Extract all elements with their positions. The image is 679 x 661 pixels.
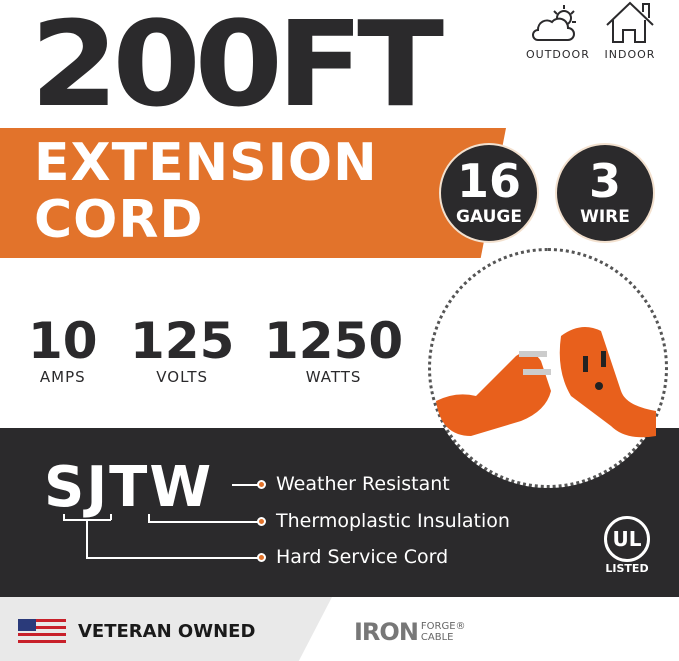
connector-line xyxy=(86,520,88,558)
gauge-badge: 16 GAUGE xyxy=(439,143,539,243)
brand-sub2: CABLE xyxy=(420,632,454,643)
feature-weather: Weather Resistant xyxy=(276,473,450,495)
connector-line xyxy=(110,514,112,520)
volts-label: VOLTS xyxy=(156,368,209,386)
watts-label: WATTS xyxy=(305,368,362,386)
footer: VETERAN OWNED IRON FORGE® CABLE xyxy=(0,597,679,661)
connector-line xyxy=(148,521,260,523)
veteran-owned-text: VETERAN OWNED xyxy=(78,621,256,642)
plug-photo xyxy=(428,248,668,488)
subtitle-line1: EXTENSION xyxy=(34,133,378,193)
connector-line xyxy=(148,514,150,522)
amps-label: AMPS xyxy=(39,368,86,386)
us-flag-icon xyxy=(18,619,66,643)
bullet-dot xyxy=(257,480,266,489)
subtitle-line2: CORD xyxy=(34,190,204,250)
spec-watts: 1250 WATTS xyxy=(264,314,403,386)
ul-listed-label: LISTED xyxy=(605,562,649,575)
subtitle-band xyxy=(0,128,506,258)
connector-line xyxy=(63,514,65,520)
bullet-dot xyxy=(257,553,266,562)
brand-sub1: FORGE xyxy=(420,621,456,632)
feature-insulation: Thermoplastic Insulation xyxy=(276,510,510,532)
plug-image xyxy=(436,327,656,438)
house-icon xyxy=(606,1,654,43)
feature-hard-service: Hard Service Cord xyxy=(276,546,449,568)
spec-amps: 10 AMPS xyxy=(28,314,98,386)
connector-line xyxy=(232,484,260,486)
brand-name: IRON xyxy=(354,618,419,646)
outdoor-badge: OUTDOOR xyxy=(526,4,590,61)
gauge-label: GAUGE xyxy=(456,207,522,227)
rating-code: SJTW xyxy=(44,455,214,520)
indoor-badge: INDOOR xyxy=(600,0,660,61)
page-title: 200FT xyxy=(30,0,444,133)
ul-listed-logo: UL LISTED xyxy=(602,516,652,575)
wire-value: 3 xyxy=(588,154,621,208)
cloud-sun-icon xyxy=(532,5,576,41)
wire-label: WIRE xyxy=(580,207,630,227)
watts-value: 1250 xyxy=(264,312,404,370)
spec-volts: 125 VOLTS xyxy=(130,314,234,386)
amps-value: 10 xyxy=(28,312,98,370)
ul-logo: UL xyxy=(604,516,650,562)
volts-value: 125 xyxy=(130,312,235,370)
gauge-value: 16 xyxy=(456,154,521,208)
bullet-dot xyxy=(257,517,266,526)
wire-badge: 3 WIRE xyxy=(555,143,655,243)
connector-line xyxy=(86,557,260,559)
outdoor-label: OUTDOOR xyxy=(526,48,590,61)
brand-sub: FORGE® CABLE xyxy=(420,621,466,643)
brand-logo: IRON FORGE® CABLE xyxy=(354,618,466,646)
indoor-label: INDOOR xyxy=(604,48,656,61)
